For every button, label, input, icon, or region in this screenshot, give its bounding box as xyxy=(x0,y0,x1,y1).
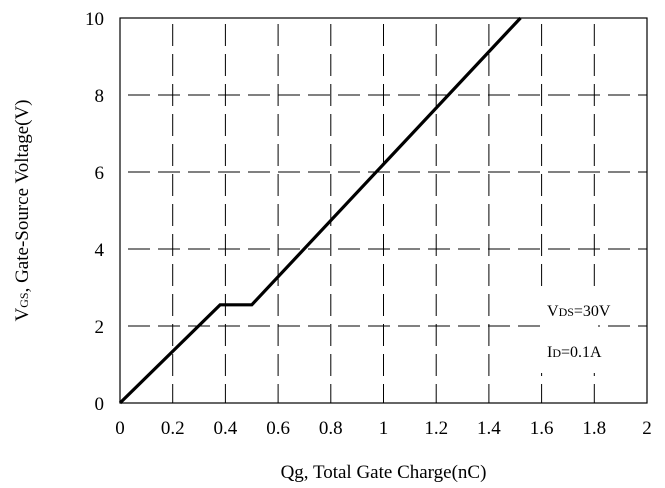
x-tick-label: 1.8 xyxy=(582,418,606,439)
y-tick-label: 2 xyxy=(95,317,105,338)
y-axis-title-sub: GS xyxy=(17,292,31,307)
y-axis-ticks: 0 2 4 6 8 10 xyxy=(85,9,105,415)
x-tick-label: 1.2 xyxy=(424,418,448,439)
x-tick-label: 2 xyxy=(642,418,652,439)
y-tick-label: 4 xyxy=(95,240,105,261)
annotation-background xyxy=(540,288,598,373)
annotation-label: VDS=30V xyxy=(547,303,611,320)
x-tick-label: 0.2 xyxy=(161,418,185,439)
x-axis-title: Qg, Total Gate Charge(nC) xyxy=(281,462,487,483)
x-tick-label: 0.4 xyxy=(214,418,238,439)
y-tick-label: 10 xyxy=(85,9,104,30)
x-tick-label: 0 xyxy=(115,418,125,439)
x-tick-label: 1.6 xyxy=(530,418,554,439)
y-tick-label: 6 xyxy=(95,163,105,184)
annotation-label: ID=0.1A xyxy=(547,344,602,361)
y-axis-title-rest: , Gate-Source Voltage(V) xyxy=(12,99,33,292)
y-tick-label: 0 xyxy=(95,394,105,415)
x-axis-ticks: 0 0.2 0.4 0.6 0.8 1 1.2 1.4 1.6 1.8 2 xyxy=(115,418,652,439)
y-tick-label: 8 xyxy=(95,86,105,107)
x-tick-label: 1 xyxy=(379,418,389,439)
series-line xyxy=(118,16,522,405)
y-axis-title-main: V xyxy=(12,308,33,322)
x-tick-label: 0.8 xyxy=(319,418,343,439)
plot-frame xyxy=(119,17,648,404)
series-layer xyxy=(118,16,522,405)
annotation-box: VDS=30V ID=0.1A xyxy=(540,288,611,373)
x-tick-label: 1.4 xyxy=(477,418,501,439)
x-tick-label: 0.6 xyxy=(266,418,290,439)
y-axis-title: VGS, Gate-Source Voltage(V) xyxy=(12,99,33,321)
